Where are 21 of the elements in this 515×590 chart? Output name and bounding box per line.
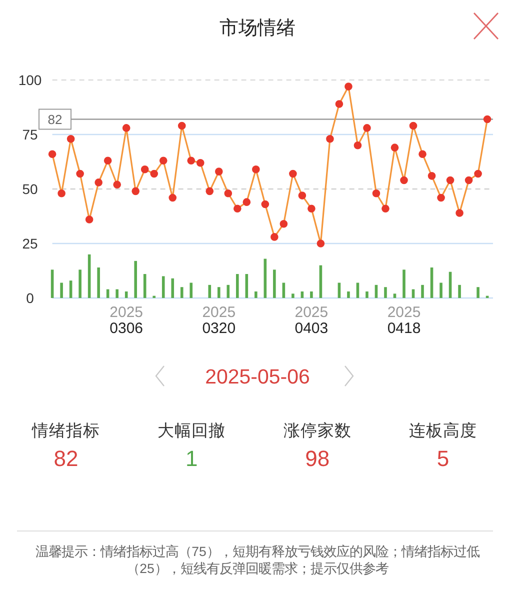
y-tick-label: 100: [18, 72, 42, 88]
data-label: 98: [305, 446, 330, 471]
ref-line-label: 82: [48, 112, 62, 127]
category-label: 连板高度: [409, 422, 477, 440]
data-label: 5: [436, 446, 450, 471]
category-label: 涨停家数: [283, 422, 352, 440]
y-tick-label: 25: [22, 236, 38, 252]
annotation: 温馨提示：情绪指标过高（75），短期有释放亏钱效应的风险；情绪指标过低（25），短线有反弹回暖需求；提示仅供参考: [36, 544, 480, 576]
category-label: 大幅回撤: [158, 422, 226, 440]
data-label: 1: [186, 446, 198, 471]
y-tick-label: 75: [22, 126, 38, 142]
date-title: 2025-05-06: [205, 366, 310, 388]
y-tick-label: 0: [26, 290, 34, 306]
x-tick-label: 2025 0320: [202, 304, 236, 337]
x-tick-label: 2025 0306: [110, 304, 144, 337]
x-tick-label: 2025 0403: [294, 304, 328, 337]
x-tick-label: 2025 0418: [387, 304, 421, 337]
category-label: 情绪指标: [32, 422, 100, 440]
chart-title: 市场情绪: [220, 18, 296, 39]
data-label: 82: [54, 446, 78, 471]
y-tick-label: 50: [22, 181, 38, 197]
